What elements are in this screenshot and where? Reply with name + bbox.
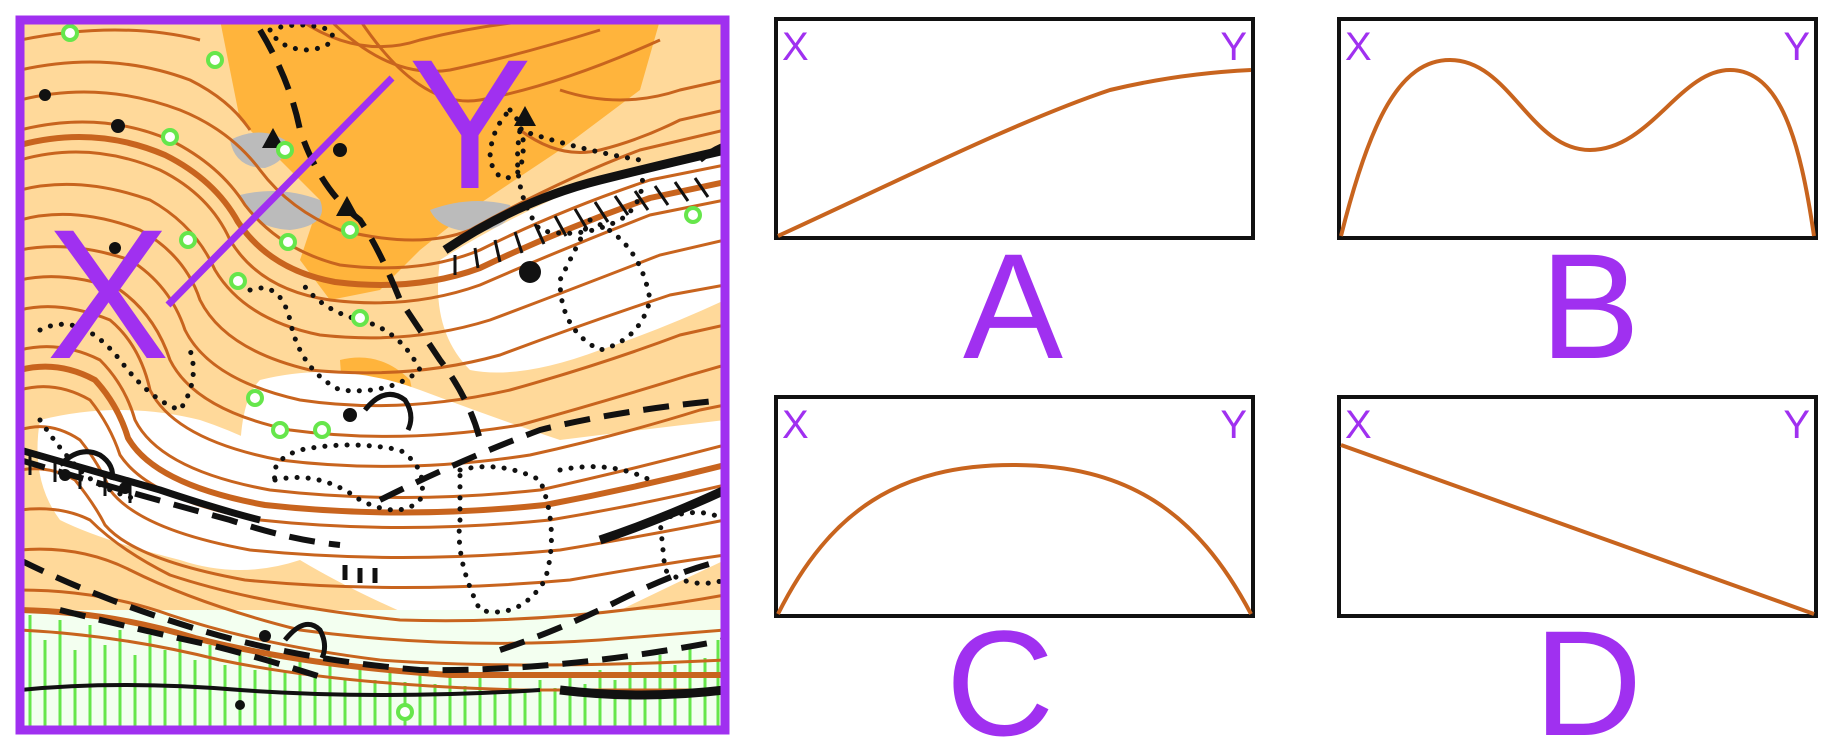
- profile-curve-a: [777, 68, 1252, 238]
- map-label-y: Y: [408, 22, 531, 228]
- profile-curve-d: [1340, 443, 1815, 616]
- profile-end-label-a: Y: [1220, 25, 1247, 69]
- vegetation-circles: [61, 24, 702, 721]
- option-letter-c: C: [946, 599, 1054, 742]
- profile-option-d[interactable]: X Y D: [1337, 395, 1818, 742]
- profile-option-b[interactable]: X Y B: [1337, 17, 1818, 390]
- option-letter-a: A: [963, 222, 1063, 390]
- profile-start-label-a: X: [782, 25, 809, 69]
- profile-end-label-c: Y: [1220, 403, 1247, 447]
- map-label-x: X: [46, 192, 169, 398]
- profile-start-label-c: X: [782, 403, 809, 447]
- profile-option-c[interactable]: X Y C: [774, 395, 1255, 742]
- profile-start-label-d: X: [1345, 403, 1372, 447]
- option-letter-d: D: [1534, 599, 1642, 742]
- option-letter-b: B: [1540, 222, 1640, 390]
- tracks: [20, 28, 725, 683]
- profile-curve-c: [776, 462, 1253, 615]
- route-line: [165, 75, 395, 308]
- profile-end-label-b: Y: [1783, 25, 1810, 69]
- profile-start-label-b: X: [1345, 25, 1372, 69]
- depressions: [58, 391, 414, 660]
- open-land-area-top: [220, 20, 660, 300]
- profile-option-a[interactable]: X Y A: [774, 17, 1255, 390]
- profile-frame-d: [1337, 395, 1818, 618]
- orienteering-map: [20, 20, 725, 730]
- profile-curve-b: [1339, 57, 1816, 237]
- profile-end-label-d: Y: [1783, 403, 1810, 447]
- forest-area-right: [438, 150, 725, 373]
- profile-frame-c: [774, 395, 1255, 618]
- profile-frame-b: [1337, 17, 1818, 240]
- map-frame: [15, 15, 730, 735]
- point-features: [39, 89, 541, 710]
